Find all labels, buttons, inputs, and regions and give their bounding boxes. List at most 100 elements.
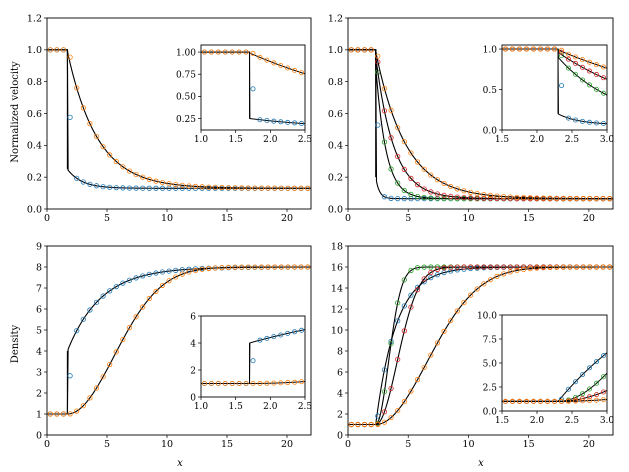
- marker-orange: [252, 264, 258, 270]
- marker-red: [434, 266, 441, 272]
- marker-green: [601, 374, 607, 380]
- marker-orange: [239, 264, 245, 270]
- marker-blue: [580, 372, 586, 378]
- marker-orange: [502, 398, 508, 404]
- marker-blue: [299, 327, 305, 333]
- marker-orange: [298, 264, 304, 270]
- marker-blue: [381, 194, 388, 200]
- marker-blue: [395, 196, 401, 202]
- marker-orange: [80, 403, 86, 409]
- marker-orange: [232, 264, 238, 270]
- inset-bg: [502, 45, 607, 130]
- ylabel-bottom: Density: [10, 324, 21, 363]
- marker-orange: [348, 47, 354, 53]
- marker-orange: [552, 398, 558, 404]
- marker-red: [501, 264, 507, 270]
- marker-blue: [566, 386, 572, 392]
- marker-green: [414, 193, 421, 200]
- inset-3-xtick-label: 3.0: [600, 416, 615, 426]
- marker-orange: [173, 182, 179, 188]
- marker-orange: [540, 265, 547, 271]
- inset-bottom_right: 1.5 2.0 2.5 3.0 0.0 2.5 5.0 7.5 10.0: [477, 311, 614, 426]
- marker-green: [421, 264, 427, 270]
- model-line-orange: [201, 381, 305, 384]
- marker-blue: [401, 303, 407, 309]
- marker-blue: [434, 272, 441, 278]
- marker-orange: [133, 171, 139, 178]
- marker-orange: [414, 377, 421, 383]
- inset-bg: [201, 45, 305, 130]
- marker-green: [381, 389, 388, 395]
- marker-blue: [257, 337, 263, 343]
- main-3-ytick-label: 18: [331, 241, 343, 252]
- marker-orange: [441, 180, 447, 187]
- marker-orange: [250, 380, 256, 386]
- marker-orange: [375, 53, 381, 59]
- marker-orange: [368, 421, 374, 428]
- marker-orange: [566, 398, 572, 404]
- marker-orange: [93, 133, 100, 140]
- main-1-ytick-label: 1.2: [328, 13, 343, 24]
- marker-blue: [559, 83, 565, 89]
- marker-orange: [514, 267, 520, 274]
- marker-red: [421, 186, 427, 192]
- marker-orange: [381, 85, 388, 92]
- main-2-ytick-label: 7: [36, 283, 42, 294]
- marker-orange: [474, 190, 480, 197]
- marker-orange: [225, 264, 232, 270]
- marker-red: [474, 264, 480, 270]
- marker-orange: [559, 47, 565, 53]
- marker-orange: [421, 166, 427, 172]
- marker-red: [454, 264, 460, 270]
- marker-green: [388, 340, 394, 347]
- marker-blue: [80, 179, 86, 185]
- panel-bottom-right-density: 0 5 10 15 20 0 2 4 6 8 10 12 14 16 18 1.5 2.0 2.5 3.0 0.0 2.…: [331, 241, 615, 450]
- marker-orange: [265, 185, 271, 191]
- marker-orange: [538, 46, 544, 52]
- marker-red: [395, 153, 401, 160]
- marker-orange: [166, 278, 172, 284]
- marker-orange: [520, 266, 527, 272]
- marker-green: [573, 71, 579, 77]
- marker-orange: [481, 281, 487, 287]
- marker-orange: [514, 194, 520, 200]
- marker-blue: [381, 367, 388, 373]
- marker-orange: [278, 63, 284, 69]
- marker-orange: [507, 194, 513, 200]
- inset-2-xtick-label: 1.5: [229, 402, 244, 412]
- marker-red: [381, 108, 388, 114]
- marker-orange: [236, 49, 242, 55]
- marker-orange: [292, 67, 298, 73]
- marker-orange: [239, 185, 245, 191]
- marker-orange: [299, 70, 305, 76]
- marker-orange: [272, 185, 278, 191]
- main-2-ytick-label: 5: [36, 325, 42, 336]
- marker-orange: [573, 195, 580, 202]
- marker-orange: [120, 164, 126, 170]
- marker-orange: [554, 264, 560, 270]
- marker-blue: [601, 353, 607, 359]
- inset-2-ytick-label: 2: [190, 366, 196, 376]
- marker-orange: [219, 184, 225, 191]
- marker-orange: [87, 395, 93, 401]
- marker-orange: [587, 195, 593, 202]
- marker-orange: [593, 264, 600, 270]
- marker-orange: [159, 282, 166, 289]
- marker-orange: [587, 264, 593, 270]
- marker-green: [395, 300, 401, 306]
- marker-orange: [80, 105, 86, 111]
- model-line-orange: [201, 51, 305, 75]
- inset-top_left: 1.0 1.5 2.0 2.5 0.25 0.50 0.75 1.00: [176, 44, 312, 145]
- marker-green: [587, 386, 593, 392]
- marker-orange: [361, 47, 368, 53]
- marker-orange: [153, 288, 159, 294]
- marker-blue: [587, 365, 593, 371]
- inset-3-xtick-label: 2.5: [565, 416, 580, 426]
- marker-orange: [559, 398, 565, 404]
- marker-orange: [567, 264, 573, 270]
- marker-blue: [278, 119, 284, 125]
- marker-orange: [448, 318, 454, 324]
- marker-orange: [74, 85, 80, 91]
- marker-blue: [120, 185, 126, 191]
